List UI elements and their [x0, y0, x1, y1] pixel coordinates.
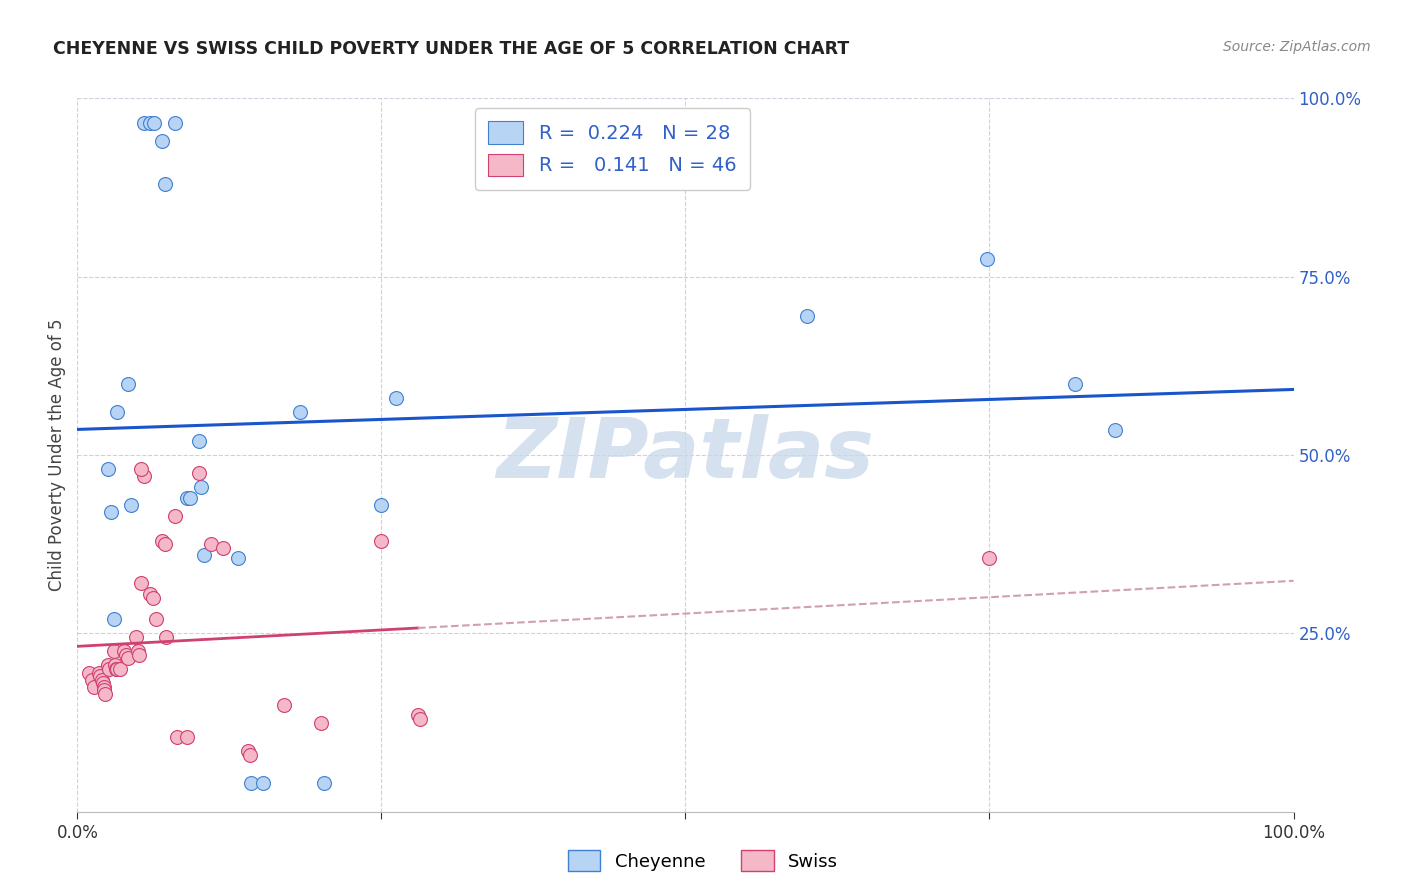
- Point: [152, 533, 174, 548]
- Point: [385, 391, 408, 405]
- Legend: Cheyenne, Swiss: Cheyenne, Swiss: [561, 843, 845, 879]
- Text: CHEYENNE VS SWISS CHILD POVERTY UNDER THE AGE OF 5 CORRELATION CHART: CHEYENNE VS SWISS CHILD POVERTY UNDER TH…: [53, 40, 849, 58]
- Point: [117, 376, 139, 391]
- Point: [93, 680, 115, 694]
- Point: [142, 591, 165, 605]
- Point: [134, 116, 156, 130]
- Point: [155, 630, 177, 644]
- Point: [79, 665, 101, 680]
- Point: [370, 533, 392, 548]
- Point: [80, 673, 103, 687]
- Point: [176, 491, 198, 505]
- Point: [97, 658, 120, 673]
- Point: [1063, 376, 1085, 391]
- Point: [115, 648, 138, 662]
- Point: [120, 498, 142, 512]
- Point: [190, 480, 212, 494]
- Point: [153, 177, 176, 191]
- Point: [240, 776, 263, 790]
- Point: [193, 548, 215, 562]
- Point: [94, 687, 117, 701]
- Text: ZIPatlas: ZIPatlas: [496, 415, 875, 495]
- Point: [188, 466, 211, 480]
- Point: [83, 680, 105, 694]
- Point: [176, 730, 198, 744]
- Point: [163, 508, 186, 523]
- Point: [309, 715, 332, 730]
- Point: [976, 252, 998, 266]
- Point: [288, 405, 311, 419]
- Point: [134, 469, 156, 483]
- Point: [142, 116, 165, 130]
- Point: [103, 644, 125, 658]
- Point: [103, 612, 125, 626]
- Point: [139, 116, 162, 130]
- Point: [97, 462, 120, 476]
- Point: [152, 134, 174, 148]
- Point: [273, 698, 295, 712]
- Point: [226, 551, 249, 566]
- Point: [153, 537, 176, 551]
- Point: [145, 612, 167, 626]
- Point: [979, 551, 1001, 566]
- Point: [93, 683, 115, 698]
- Point: [163, 116, 186, 130]
- Point: [212, 541, 235, 555]
- Point: [127, 644, 149, 658]
- Point: [252, 776, 274, 790]
- Point: [314, 776, 336, 790]
- Point: [406, 708, 429, 723]
- Point: [108, 662, 131, 676]
- Point: [129, 576, 152, 591]
- Point: [129, 462, 152, 476]
- Point: [236, 744, 259, 758]
- Point: [796, 309, 818, 323]
- Point: [409, 712, 432, 726]
- Point: [89, 665, 111, 680]
- Point: [239, 747, 262, 762]
- Point: [90, 673, 112, 687]
- Point: [105, 662, 128, 676]
- Y-axis label: Child Poverty Under the Age of 5: Child Poverty Under the Age of 5: [48, 318, 66, 591]
- Point: [1104, 423, 1126, 437]
- Point: [100, 505, 122, 519]
- Point: [91, 676, 114, 690]
- Point: [117, 651, 139, 665]
- Point: [200, 537, 222, 551]
- Point: [107, 662, 129, 676]
- Point: [125, 630, 148, 644]
- Point: [139, 587, 162, 601]
- Legend: R =  0.224   N = 28, R =   0.141   N = 46: R = 0.224 N = 28, R = 0.141 N = 46: [475, 108, 751, 190]
- Point: [370, 498, 392, 512]
- Point: [104, 658, 127, 673]
- Point: [128, 648, 150, 662]
- Point: [107, 405, 129, 419]
- Point: [112, 644, 135, 658]
- Text: Source: ZipAtlas.com: Source: ZipAtlas.com: [1223, 40, 1371, 54]
- Point: [166, 730, 188, 744]
- Point: [188, 434, 211, 448]
- Point: [97, 662, 120, 676]
- Point: [89, 669, 111, 683]
- Point: [179, 491, 201, 505]
